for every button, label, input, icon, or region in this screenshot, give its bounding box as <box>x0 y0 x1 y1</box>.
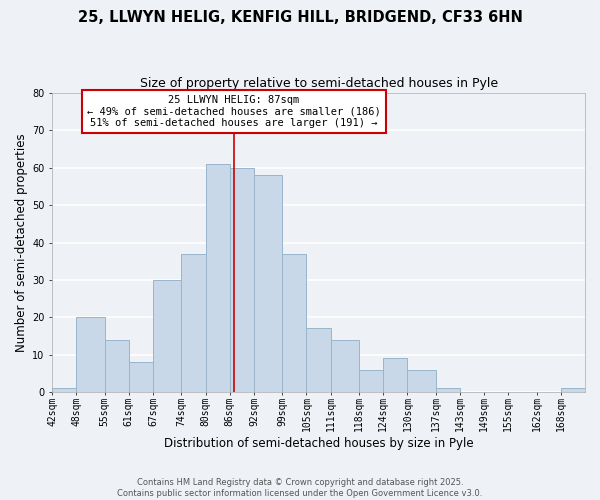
Bar <box>359 370 383 392</box>
Bar <box>436 388 460 392</box>
Bar <box>181 254 206 392</box>
Text: 25 LLWYN HELIG: 87sqm
← 49% of semi-detached houses are smaller (186)
51% of sem: 25 LLWYN HELIG: 87sqm ← 49% of semi-deta… <box>87 95 380 128</box>
Bar <box>129 362 153 392</box>
Bar <box>153 280 181 392</box>
Bar <box>230 168 254 392</box>
Bar <box>383 358 407 392</box>
Bar <box>104 340 129 392</box>
Bar <box>254 176 282 392</box>
Bar <box>76 318 104 392</box>
X-axis label: Distribution of semi-detached houses by size in Pyle: Distribution of semi-detached houses by … <box>164 437 473 450</box>
Bar <box>52 388 76 392</box>
Bar <box>561 388 585 392</box>
Bar <box>282 254 307 392</box>
Y-axis label: Number of semi-detached properties: Number of semi-detached properties <box>15 133 28 352</box>
Bar <box>307 328 331 392</box>
Title: Size of property relative to semi-detached houses in Pyle: Size of property relative to semi-detach… <box>140 78 497 90</box>
Text: 25, LLWYN HELIG, KENFIG HILL, BRIDGEND, CF33 6HN: 25, LLWYN HELIG, KENFIG HILL, BRIDGEND, … <box>77 10 523 25</box>
Bar <box>206 164 230 392</box>
Bar <box>407 370 436 392</box>
Bar <box>331 340 359 392</box>
Text: Contains HM Land Registry data © Crown copyright and database right 2025.
Contai: Contains HM Land Registry data © Crown c… <box>118 478 482 498</box>
